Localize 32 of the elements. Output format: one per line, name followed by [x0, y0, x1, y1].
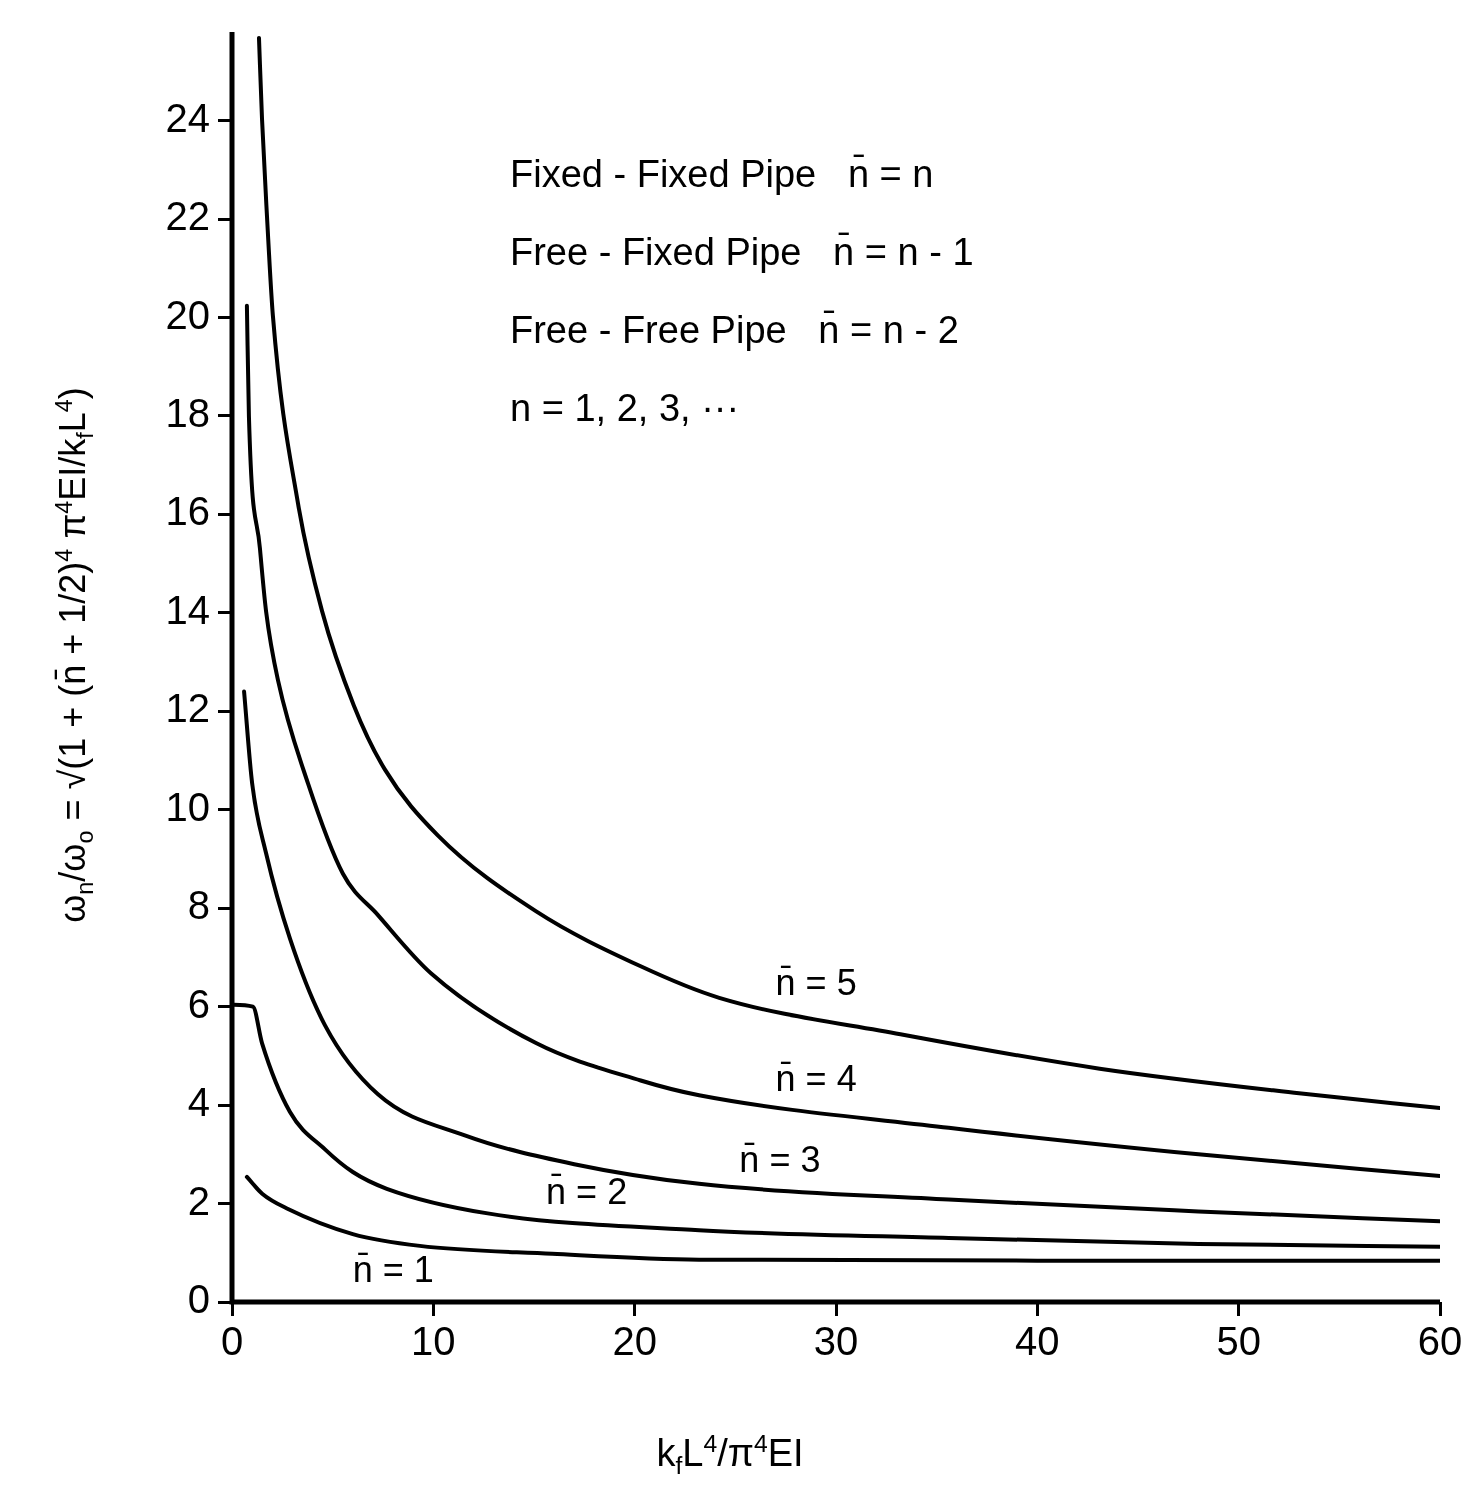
series-label: n̄ = 3 — [739, 1139, 821, 1181]
y-tick-label: 10 — [165, 784, 210, 829]
y-tick-label: 12 — [165, 686, 210, 731]
y-tick-label: 8 — [187, 883, 210, 928]
y-tick-label: 22 — [165, 194, 210, 239]
series-label: n̄ = 1 — [352, 1248, 434, 1290]
annotation: n = 1, 2, 3, ··· — [510, 386, 741, 431]
x-tick-label: 10 — [411, 1319, 456, 1364]
annotation: Free - Fixed Pipe n̄ = n - 1 — [510, 230, 974, 275]
x-tick-label: 60 — [1417, 1319, 1463, 1364]
y-tick-label: 20 — [165, 292, 210, 337]
line-series — [242, 689, 1440, 1224]
y-tick-label: 2 — [187, 1178, 210, 1223]
x-axis-title: k$_{f}$L$^{4}$/π$^{4}$EI — [656, 1430, 804, 1481]
y-tick-label: 0 — [187, 1277, 210, 1322]
series-label: n̄ = 2 — [546, 1170, 628, 1212]
y-tick-label: 18 — [165, 390, 210, 435]
y-tick-label: 16 — [165, 489, 210, 534]
x-tick-label: 40 — [1015, 1319, 1060, 1364]
x-tick-label: 20 — [612, 1319, 657, 1364]
line-series — [256, 35, 1440, 1111]
y-tick-label: 14 — [165, 587, 210, 632]
x-tick-label: 0 — [220, 1319, 244, 1364]
series-label: n̄ = 4 — [775, 1058, 857, 1100]
y-tick-label: 4 — [187, 1080, 210, 1125]
y-tick-label: 6 — [187, 981, 210, 1026]
annotation: Fixed - Fixed Pipe n̄ = n — [510, 152, 935, 197]
x-tick-label: 30 — [813, 1319, 859, 1364]
x-tick-label: 50 — [1216, 1319, 1261, 1364]
series-label: n̄ = 5 — [775, 962, 857, 1004]
y-tick-label: 24 — [165, 95, 210, 140]
annotation: Free - Free Pipe n̄ = n - 2 — [510, 308, 960, 353]
